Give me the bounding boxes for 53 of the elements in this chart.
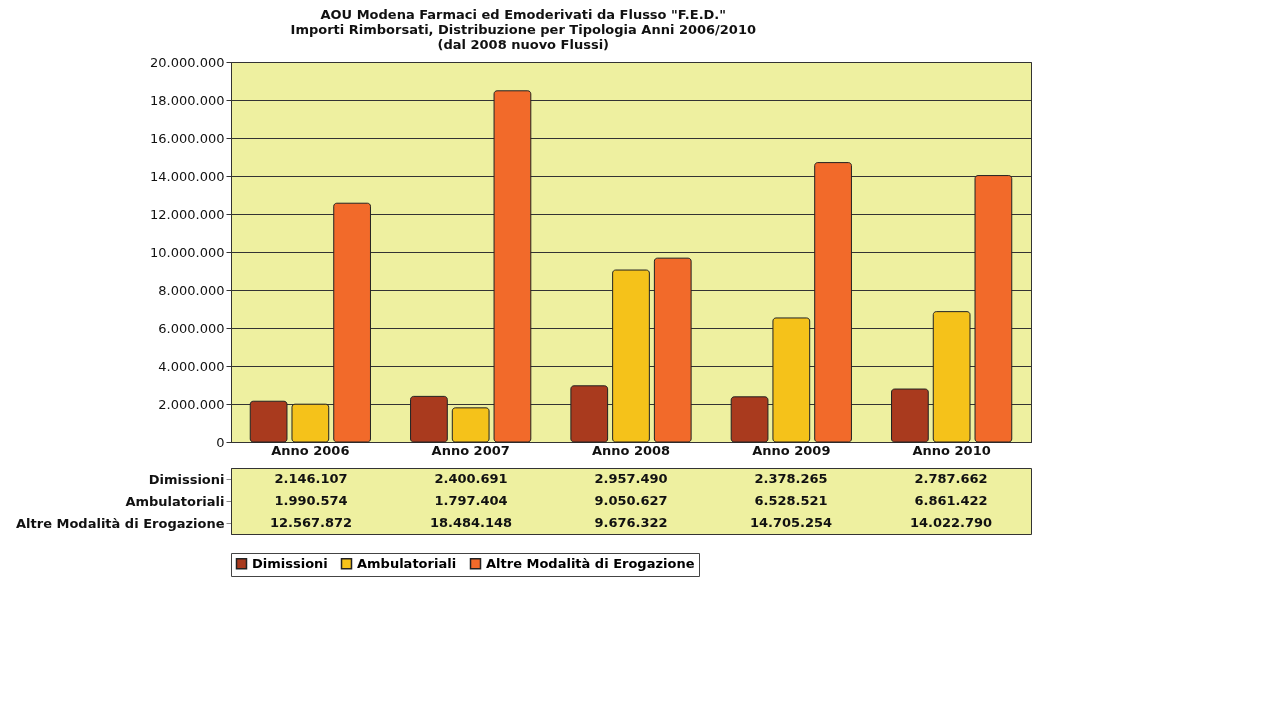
bar [974,175,1013,443]
x-tick-label: Anno 2009 [752,442,831,458]
data-label: 18.484.148 [429,515,513,530]
data-label: 1.990.574 [274,493,348,508]
data-label: 2.787.662 [914,471,988,486]
x-tick-label: Anno 2008 [591,442,671,458]
bar [814,162,852,443]
data-label: 9.050.627 [594,493,668,508]
y-tick-label: 6.000.000 [158,320,225,336]
bar [932,311,971,443]
bar [410,395,448,443]
y-tick-label: 18.000.000 [150,92,225,108]
legend-label: Altre Modalità di Erogazione [486,555,695,571]
bar [249,400,288,443]
data-label: 6.861.422 [914,493,988,508]
data-label: 1.797.404 [434,493,508,508]
y-tick-label: 4.000.000 [158,358,225,374]
data-label: 14.022.790 [909,515,993,530]
text: Dimissioni [148,471,225,487]
chart-title: AOU Modena Farmaci ed Emoderivati da Flusso "F.E.D." Importi Rimborsati, Distribuzione per Tipologia Anni 2006/2010 (dal 2008 nuovo Flussi) [290,6,756,52]
bar [653,257,692,443]
legend-label: Ambulatoriali [357,555,457,571]
x-tick-label: Anno 2007 [431,442,510,458]
data-label: 9.676.322 [594,515,668,530]
data-label: 2.957.490 [594,471,668,486]
y-tick-label: 14.000.000 [150,168,225,184]
bar [612,269,650,443]
bar [772,317,811,443]
y-tick-label: 8.000.000 [158,282,225,298]
text: Altre Modalità di Erogazione [16,515,225,531]
bar [451,407,490,443]
x-tick-label: Anno 2006 [271,442,350,458]
bar [291,403,330,443]
y-tick-label: 20.000.000 [150,54,225,70]
data-label: 6.528.521 [754,493,828,508]
y-tick-label: 2.000.000 [158,396,225,412]
y-tick-label: 16.000.000 [150,130,225,146]
data-label: 2.378.265 [754,471,828,486]
legend-label: Dimissioni [252,555,328,571]
text: Ambulatoriali [125,493,225,509]
data-label: 2.146.107 [274,471,348,486]
x-tick-label: Anno 2010 [912,442,991,458]
bar [333,202,371,443]
bar [493,90,532,443]
bar [730,396,769,443]
data-label: 2.400.691 [434,471,508,486]
y-tick-label: 12.000.000 [150,206,225,222]
bar [570,385,609,443]
bar [891,388,929,443]
y-tick-label: 10.000.000 [150,244,225,260]
data-label: 12.567.872 [269,515,353,530]
y-tick-label: 0 [216,434,225,450]
data-label: 14.705.254 [749,515,833,530]
